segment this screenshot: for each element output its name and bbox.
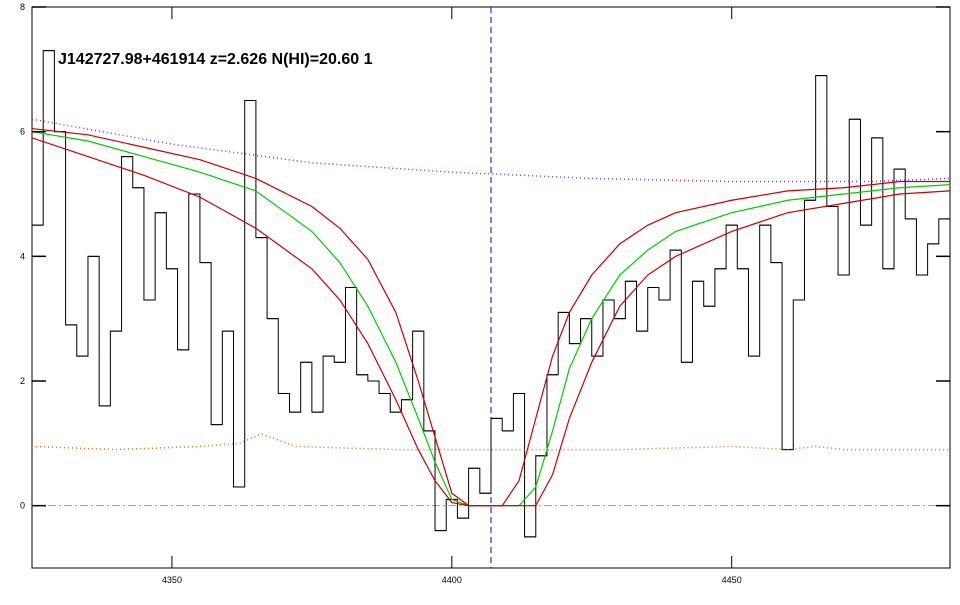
x-tick-label: 4450 (722, 575, 742, 585)
annotation: J142727.98+461914 z=2.626 N(HI)=20.60 1 (58, 51, 373, 68)
y-tick-label: 6 (20, 127, 25, 137)
dotted-curve (32, 118, 950, 183)
x-tick-label: 4350 (162, 575, 182, 585)
x-tick-label: 4400 (442, 575, 462, 585)
dotted-curve (32, 433, 950, 451)
y-tick-label: 2 (20, 376, 25, 386)
plot-area (32, 7, 950, 568)
y-tick-label: 0 (20, 501, 25, 511)
flux-step-outline (32, 50, 950, 538)
y-tick-label: 4 (20, 251, 25, 261)
fit-curve (32, 137, 950, 507)
y-tick-label: 8 (20, 2, 25, 12)
